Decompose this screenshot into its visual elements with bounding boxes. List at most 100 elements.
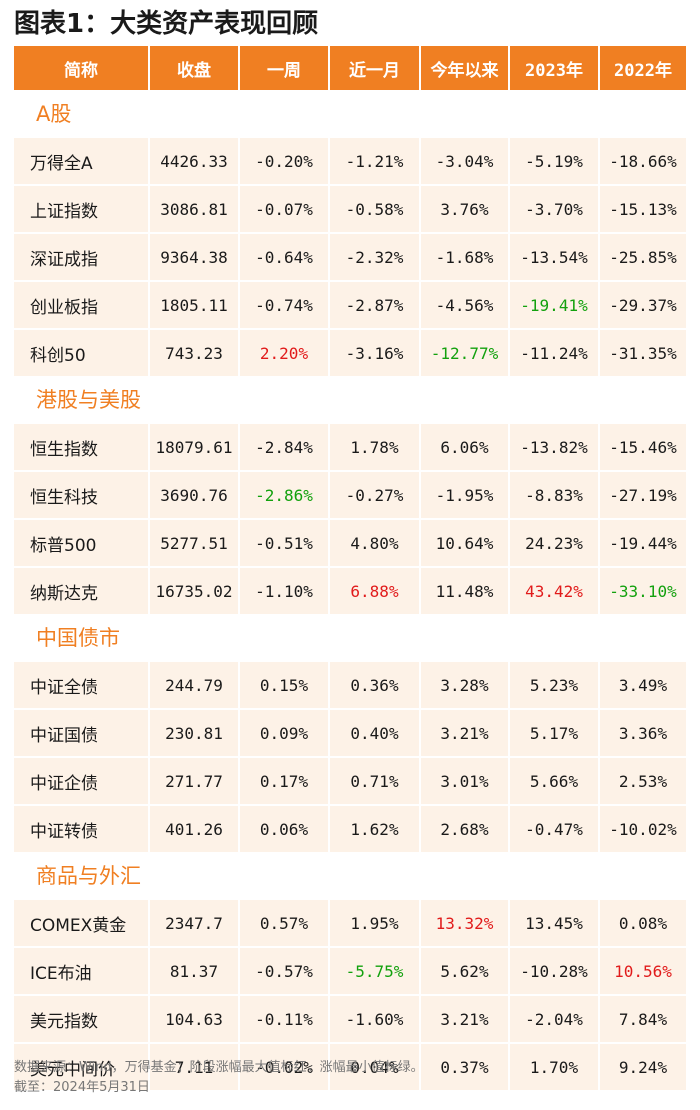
value-cell: 2.20% xyxy=(238,330,328,376)
section-title: 中国债市 xyxy=(36,626,120,650)
table-row: 上证指数 3086.81 -0.07% -0.58% 3.76% -3.70% -15.13… xyxy=(14,184,686,232)
value-cell: -1.95% xyxy=(419,472,508,518)
value-cell: -10.28% xyxy=(508,948,598,994)
value-cell: -3.04% xyxy=(419,138,508,184)
section-header: 商品与外汇 xyxy=(14,852,686,898)
value-cell: 4.80% xyxy=(328,520,419,566)
asset-name-cell: 中证转债 xyxy=(14,806,148,852)
value-cell: 10.64% xyxy=(419,520,508,566)
value-cell: 3086.81 xyxy=(148,186,238,232)
value-cell: -13.82% xyxy=(508,424,598,470)
asset-name-cell: 深证成指 xyxy=(14,234,148,280)
asset-name-cell: 万得全A xyxy=(14,138,148,184)
asset-name-cell: 美元指数 xyxy=(14,996,148,1042)
value-cell: 0.40% xyxy=(328,710,419,756)
table-row: ICE布油 81.37 -0.57% -5.75% 5.62% -10.28% 10.56% xyxy=(14,946,686,994)
value-cell: -0.27% xyxy=(328,472,419,518)
date-footnote: 截至：2024年5月31日 xyxy=(14,1080,150,1095)
value-cell: 0.17% xyxy=(238,758,328,804)
value-cell: -0.58% xyxy=(328,186,419,232)
value-cell: -2.32% xyxy=(328,234,419,280)
column-header: 今年以来 xyxy=(419,46,508,90)
value-cell: 10.56% xyxy=(598,948,686,994)
value-cell: -1.60% xyxy=(328,996,419,1042)
value-cell: 81.37 xyxy=(148,948,238,994)
table-row: 深证成指 9364.38 -0.64% -2.32% -1.68% -13.54% -25.… xyxy=(14,232,686,280)
value-cell: -4.56% xyxy=(419,282,508,328)
value-cell: -0.07% xyxy=(238,186,328,232)
asset-name-cell: 标普500 xyxy=(14,520,148,566)
value-cell: 230.81 xyxy=(148,710,238,756)
value-cell: -15.46% xyxy=(598,424,686,470)
value-cell: 0.09% xyxy=(238,710,328,756)
asset-name-cell: 科创50 xyxy=(14,330,148,376)
value-cell: 244.79 xyxy=(148,662,238,708)
value-cell: 0.04% xyxy=(328,1044,419,1090)
value-cell: 3690.76 xyxy=(148,472,238,518)
value-cell: 5.66% xyxy=(508,758,598,804)
value-cell: -0.74% xyxy=(238,282,328,328)
table-row: COMEX黄金 2347.7 0.57% 1.95% 13.32% 13.45% 0.08% xyxy=(14,898,686,946)
value-cell: -25.85% xyxy=(598,234,686,280)
value-cell: 11.48% xyxy=(419,568,508,614)
value-cell: -27.19% xyxy=(598,472,686,518)
asset-name-cell: 中证企债 xyxy=(14,758,148,804)
value-cell: -19.41% xyxy=(508,282,598,328)
page-title: 图表1：大类资产表现回顾 xyxy=(14,9,319,39)
table-row: 中证企债 271.77 0.17% 0.71% 3.01% 5.66% 2.53% xyxy=(14,756,686,804)
asset-name-cell: COMEX黄金 xyxy=(14,900,148,946)
column-header: 2023年 xyxy=(508,46,598,90)
value-cell: 18079.61 xyxy=(148,424,238,470)
value-cell: -15.13% xyxy=(598,186,686,232)
value-cell: 0.57% xyxy=(238,900,328,946)
value-cell: 1.62% xyxy=(328,806,419,852)
value-cell: -11.24% xyxy=(508,330,598,376)
value-cell: 0.15% xyxy=(238,662,328,708)
value-cell: -5.75% xyxy=(328,948,419,994)
asset-name-cell: ICE布油 xyxy=(14,948,148,994)
value-cell: 0.08% xyxy=(598,900,686,946)
value-cell: -0.64% xyxy=(238,234,328,280)
value-cell: -10.02% xyxy=(598,806,686,852)
value-cell: 2347.7 xyxy=(148,900,238,946)
value-cell: -13.54% xyxy=(508,234,598,280)
value-cell: 16735.02 xyxy=(148,568,238,614)
table-row: 科创50 743.23 2.20% -3.16% -12.77% -11.24% -31.3… xyxy=(14,328,686,376)
value-cell: -3.16% xyxy=(328,330,419,376)
value-cell: -0.20% xyxy=(238,138,328,184)
value-cell: 0.06% xyxy=(238,806,328,852)
value-cell: -0.02% xyxy=(238,1044,328,1090)
section-title: 港股与美股 xyxy=(36,388,141,412)
value-cell: -2.04% xyxy=(508,996,598,1042)
column-header: 简称 xyxy=(64,60,98,81)
value-cell: 5.62% xyxy=(419,948,508,994)
value-cell: 6.88% xyxy=(328,568,419,614)
table-row: 创业板指 1805.11 -0.74% -2.87% -4.56% -19.41% -29.… xyxy=(14,280,686,328)
value-cell: 13.45% xyxy=(508,900,598,946)
value-cell: 0.71% xyxy=(328,758,419,804)
section-header: 中国债市 xyxy=(14,614,686,660)
asset-name-cell: 中证全债 xyxy=(14,662,148,708)
value-cell: 1.78% xyxy=(328,424,419,470)
asset-name-cell: 中证国债 xyxy=(14,710,148,756)
asset-name-cell: 恒生科技 xyxy=(14,472,148,518)
value-cell: -1.68% xyxy=(419,234,508,280)
value-cell: -2.87% xyxy=(328,282,419,328)
value-cell: 9364.38 xyxy=(148,234,238,280)
value-cell: -29.37% xyxy=(598,282,686,328)
value-cell: -18.66% xyxy=(598,138,686,184)
table-row: 中证转债 401.26 0.06% 1.62% 2.68% -0.47% -10.02% xyxy=(14,804,686,852)
table-row: 恒生科技 3690.76 -2.86% -0.27% -1.95% -8.83% -27.1… xyxy=(14,470,686,518)
value-cell: -0.11% xyxy=(238,996,328,1042)
asset-name-cell: 纳斯达克 xyxy=(14,568,148,614)
table-row: 中证全债 244.79 0.15% 0.36% 3.28% 5.23% 3.49% xyxy=(14,660,686,708)
value-cell: -5.19% xyxy=(508,138,598,184)
column-header: 收盘 xyxy=(148,46,238,90)
table-row: 中证国债 230.81 0.09% 0.40% 3.21% 5.17% 3.36% xyxy=(14,708,686,756)
asset-name-cell: 美元中间价 xyxy=(14,1044,148,1090)
value-cell: 2.68% xyxy=(419,806,508,852)
table-row: 万得全A 4426.33 -0.20% -1.21% -3.04% -5.19% -18.6… xyxy=(14,136,686,184)
value-cell: -2.86% xyxy=(238,472,328,518)
value-cell: -0.47% xyxy=(508,806,598,852)
value-cell: 1.95% xyxy=(328,900,419,946)
